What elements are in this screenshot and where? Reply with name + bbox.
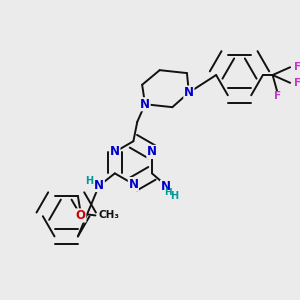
- Text: N: N: [110, 146, 120, 158]
- Text: H: H: [170, 191, 178, 201]
- Text: F: F: [294, 78, 300, 88]
- Text: N: N: [128, 178, 138, 190]
- Text: H: H: [164, 188, 171, 197]
- Text: CH₃: CH₃: [98, 210, 119, 220]
- Text: H: H: [85, 176, 94, 186]
- Text: N: N: [160, 181, 171, 194]
- Text: F: F: [294, 62, 300, 72]
- Text: N: N: [94, 178, 104, 192]
- Text: N: N: [140, 98, 150, 111]
- Text: N: N: [184, 86, 194, 99]
- Text: N: N: [147, 146, 157, 158]
- Text: F: F: [274, 92, 281, 101]
- Text: O: O: [76, 209, 86, 222]
